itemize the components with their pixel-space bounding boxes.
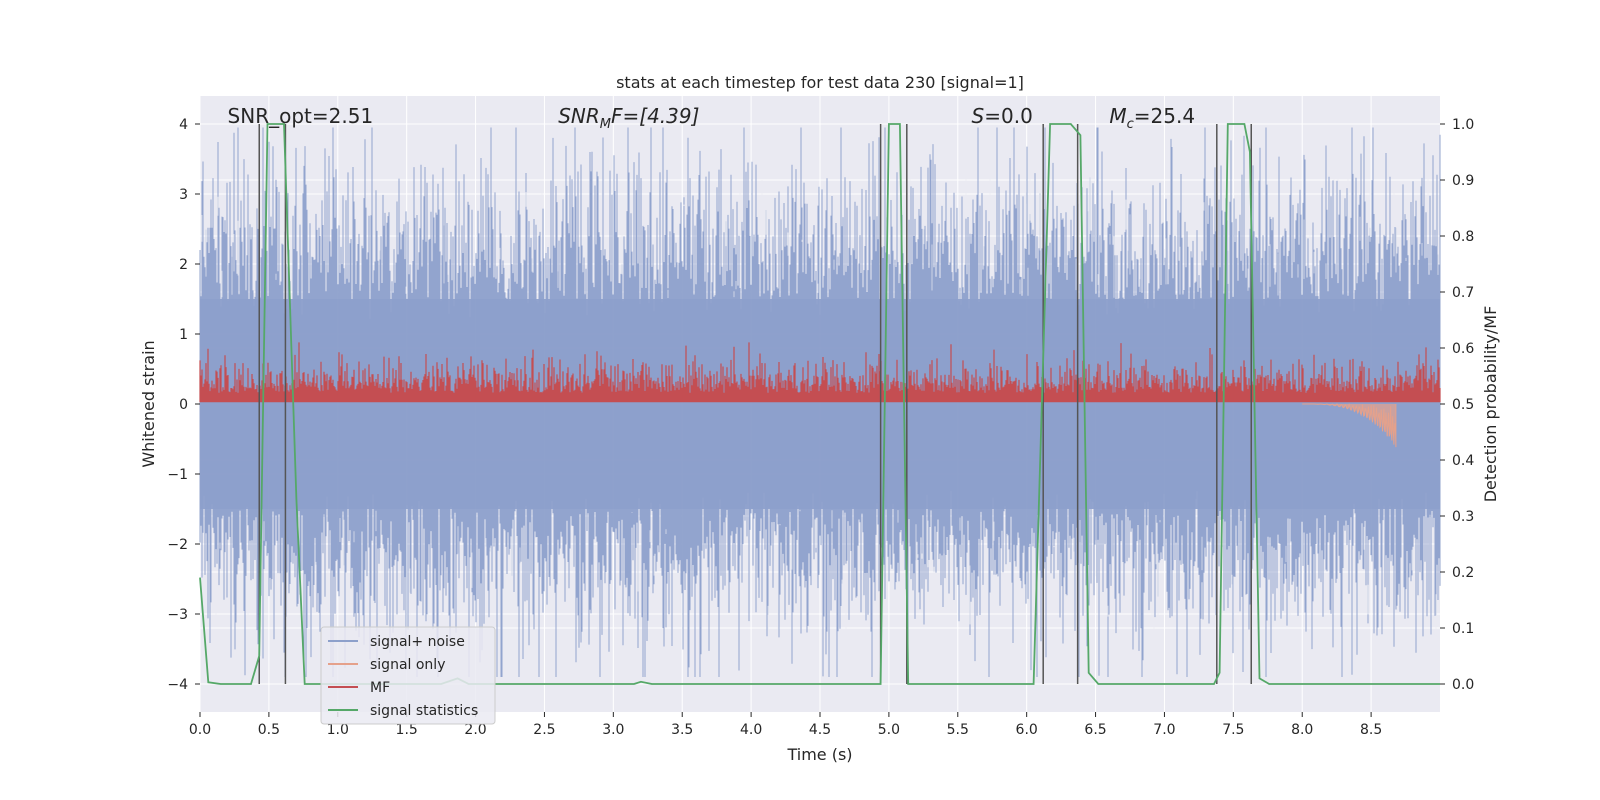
annotations: SNR_opt=2.51 SNRMF=[4.39] S=0.0 Mc=25.4 (228, 104, 1195, 132)
legend-label-signal-statistics: signal statistics (370, 703, 478, 719)
y2-tick-label-0: 0.0 (1452, 677, 1474, 693)
x-tick-label-15: 7.5 (1222, 722, 1244, 738)
x-tick-label-0: 0.0 (189, 722, 211, 738)
mc-prefix: M (1109, 104, 1126, 128)
x-tick-label-9: 4.5 (809, 722, 831, 738)
y2-axis-ticks: 0.0 0.1 0.2 0.3 0.4 0.5 0.6 0.7 0.8 0.9 1.0 (1440, 117, 1474, 693)
x-tick-label-8: 4.0 (740, 722, 762, 738)
y-tick-label-1: −3 (167, 607, 188, 623)
x-tick-label-7: 3.5 (671, 722, 693, 738)
legend: signal+ noise signal only MF signal stat… (320, 626, 496, 725)
y2-tick-label-6: 0.6 (1452, 341, 1474, 357)
snr-mf-sub: M (600, 117, 611, 132)
y2-tick-label-4: 0.4 (1452, 453, 1474, 469)
s-suffix: =0.0 (984, 104, 1033, 128)
x-tick-label-10: 5.0 (878, 722, 900, 738)
x-tick-label-2: 1.0 (327, 722, 349, 738)
chart-title: stats at each timestep for test data 230… (616, 73, 1024, 92)
x-tick-label-1: 0.5 (258, 722, 280, 738)
x-axis-ticks: 0.0 0.5 1.0 1.5 2.0 2.5 3.0 3.5 4.0 4.5 5.0 5.5 6.0 6… (189, 712, 1382, 738)
y-tick-label-4: 0 (179, 397, 188, 413)
y-axis-ticks: −4 −3 −2 −1 0 1 2 3 4 (167, 117, 200, 693)
y2-tick-label-8: 0.8 (1452, 229, 1474, 245)
signal-statistics-series (199, 123, 1440, 685)
y-tick-label-7: 3 (179, 187, 188, 203)
signal-statistics-trace (199, 123, 1440, 685)
y-tick-label-2: −2 (167, 537, 188, 553)
y-tick-label-5: 1 (179, 327, 188, 343)
y-tick-label-6: 2 (179, 257, 188, 273)
y2-tick-label-7: 0.7 (1452, 285, 1474, 301)
x-axis-label: Time (s) (786, 745, 852, 764)
x-tick-label-13: 6.5 (1084, 722, 1106, 738)
y-axis-label: Whitened strain (139, 340, 158, 467)
signal-only-trace (1302, 402, 1397, 448)
x-tick-label-5: 2.5 (533, 722, 555, 738)
y2-tick-label-10: 1.0 (1452, 117, 1474, 133)
mf-series (199, 342, 1441, 403)
mf-trace (199, 342, 1441, 403)
y-tick-label-8: 4 (179, 117, 188, 133)
legend-label-signal-noise: signal+ noise (370, 634, 465, 650)
legend-label-mf: MF (370, 680, 390, 696)
x-tick-label-12: 6.0 (1016, 722, 1038, 738)
y-tick-label-3: −1 (167, 467, 188, 483)
signal-noise-series (199, 127, 1441, 677)
s-annotation: S=0.0 (972, 104, 1033, 128)
mc-sub: c (1127, 117, 1134, 132)
x-tick-label-17: 8.5 (1360, 722, 1382, 738)
x-tick-label-3: 1.5 (396, 722, 418, 738)
snr-opt-annotation: SNR_opt=2.51 (228, 104, 374, 128)
x-tick-label-6: 3.0 (602, 722, 624, 738)
y2-tick-label-2: 0.2 (1452, 565, 1474, 581)
noise-gaps (201, 153, 1439, 648)
snr-mf-prefix: SNR (558, 104, 600, 128)
signal-only-series (1302, 402, 1397, 448)
s-prefix: S (972, 104, 985, 128)
mc-annotation: Mc=25.4 (1109, 104, 1195, 132)
snr-mf-annotation: SNRMF=[4.39] (558, 104, 699, 132)
x-tick-label-11: 5.5 (947, 722, 969, 738)
y2-tick-label-1: 0.1 (1452, 621, 1474, 637)
x-tick-label-14: 7.0 (1153, 722, 1175, 738)
legend-label-signal-only: signal only (370, 657, 445, 673)
mc-suffix: =25.4 (1134, 104, 1195, 128)
snr-mf-suffix: F=[4.39] (611, 104, 699, 128)
y2-tick-label-3: 0.3 (1452, 509, 1474, 525)
y2-tick-label-9: 0.9 (1452, 173, 1474, 189)
x-tick-label-4: 2.0 (464, 722, 486, 738)
y2-axis-label: Detection probability/MF (1481, 306, 1500, 503)
x-tick-label-16: 8.0 (1291, 722, 1313, 738)
y-tick-label-0: −4 (167, 677, 188, 693)
y2-tick-label-5: 0.5 (1452, 397, 1474, 413)
legend-box (320, 626, 496, 725)
